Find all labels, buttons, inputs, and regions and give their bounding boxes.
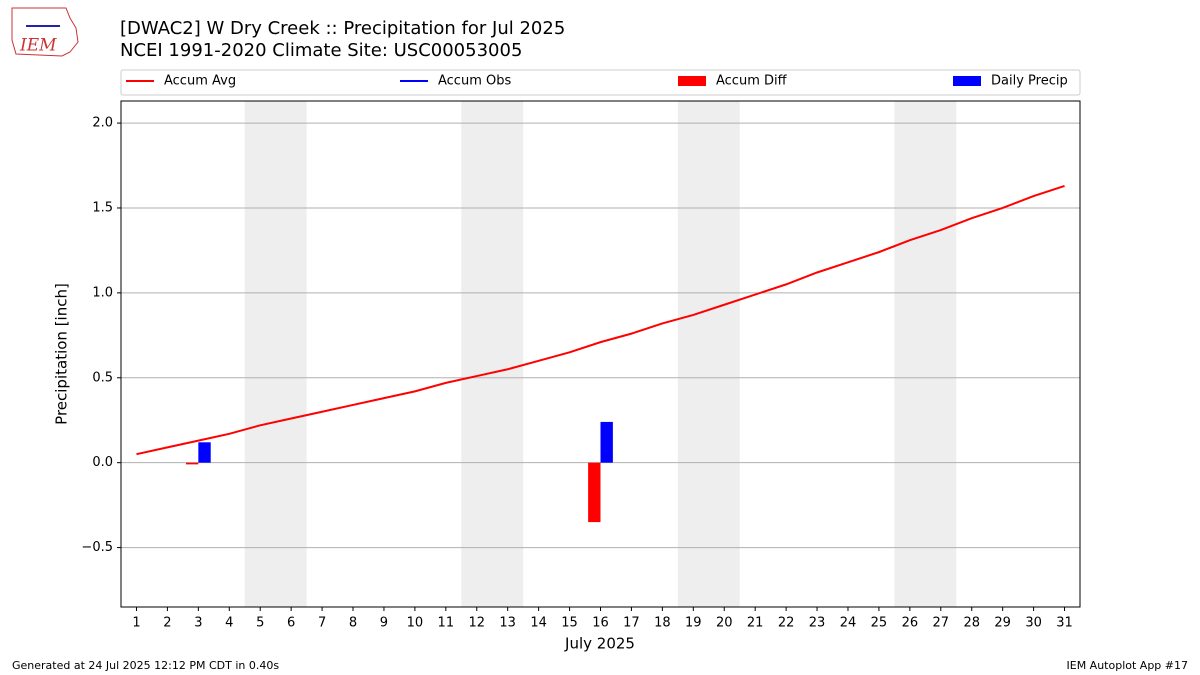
x-tick-label: 3 bbox=[194, 616, 202, 631]
y-tick-label: 2.0 bbox=[92, 116, 113, 131]
x-tick-label: 24 bbox=[840, 616, 857, 631]
x-tick-label: 29 bbox=[994, 616, 1011, 631]
line bbox=[136, 184, 1065, 456]
x-tick-label: 18 bbox=[654, 616, 671, 631]
x-tick-label: 9 bbox=[380, 616, 388, 631]
legend-swatch bbox=[953, 76, 981, 86]
x-tick-label: 19 bbox=[685, 616, 702, 631]
x-tick-label: 12 bbox=[468, 616, 485, 631]
x-tick-label: 30 bbox=[1025, 616, 1042, 631]
x-tick-label: 23 bbox=[809, 616, 826, 631]
bar bbox=[600, 421, 613, 463]
x-tick-label: 27 bbox=[933, 616, 950, 631]
x-tick-label: 13 bbox=[499, 616, 516, 631]
x-tick-label: 25 bbox=[871, 616, 888, 631]
weekend-band bbox=[894, 101, 957, 607]
y-axis-label: Precipitation [inch] bbox=[53, 283, 71, 425]
legend-swatch bbox=[678, 76, 706, 86]
x-tick-label: 20 bbox=[716, 616, 733, 631]
x-axis-label: July 2025 bbox=[564, 635, 635, 653]
chart-subtitle: NCEI 1991-2020 Climate Site: USC00053005 bbox=[120, 40, 522, 61]
x-tick-label: 6 bbox=[287, 616, 295, 631]
footer-right: IEM Autoplot App #17 bbox=[1067, 659, 1189, 672]
x-tick-label: 14 bbox=[530, 616, 547, 631]
bar bbox=[198, 442, 211, 463]
x-tick-label: 26 bbox=[902, 616, 919, 631]
weekend-band bbox=[244, 101, 307, 607]
y-tick-label: 0.5 bbox=[92, 370, 113, 385]
y-tick-label: 1.0 bbox=[92, 285, 113, 300]
logo: IEM bbox=[11, 7, 79, 57]
x-tick-label: 8 bbox=[349, 616, 357, 631]
x-tick-label: 2 bbox=[163, 616, 171, 631]
x-tick-label: 21 bbox=[747, 616, 764, 631]
logo-text: IEM bbox=[19, 36, 57, 56]
chart-title: [DWAC2] W Dry Creek :: Precipitation for… bbox=[120, 18, 565, 39]
y-tick-label: −0.5 bbox=[81, 540, 113, 555]
x-tick-label: 11 bbox=[438, 616, 455, 631]
legend-label: Accum Avg bbox=[164, 74, 236, 89]
legend-label: Daily Precip bbox=[991, 74, 1068, 89]
weekend-band bbox=[677, 101, 740, 607]
x-tick-label: 10 bbox=[407, 616, 424, 631]
y-tick-label: 0.0 bbox=[92, 455, 113, 470]
logo-outline bbox=[11, 7, 79, 57]
legend-label: Accum Diff bbox=[716, 74, 788, 89]
x-tick-label: 16 bbox=[592, 616, 609, 631]
x-tick-label: 28 bbox=[963, 616, 980, 631]
plot-frame bbox=[120, 100, 1081, 608]
bar bbox=[185, 462, 199, 465]
x-tick-label: 4 bbox=[225, 616, 233, 631]
weekend-band bbox=[461, 101, 524, 607]
x-tick-label: 1 bbox=[132, 616, 140, 631]
x-tick-label: 17 bbox=[623, 616, 640, 631]
x-tick-label: 7 bbox=[318, 616, 326, 631]
bar bbox=[588, 462, 601, 523]
x-tick-label: 31 bbox=[1056, 616, 1073, 631]
legend-label: Accum Obs bbox=[438, 74, 511, 89]
x-tick-label: 22 bbox=[778, 616, 795, 631]
x-tick-label: 15 bbox=[561, 616, 578, 631]
x-tick-label: 5 bbox=[256, 616, 264, 631]
legend-box bbox=[120, 69, 1081, 96]
y-tick-label: 1.5 bbox=[92, 200, 113, 215]
footer-left: Generated at 24 Jul 2025 12:12 PM CDT in… bbox=[12, 659, 279, 672]
